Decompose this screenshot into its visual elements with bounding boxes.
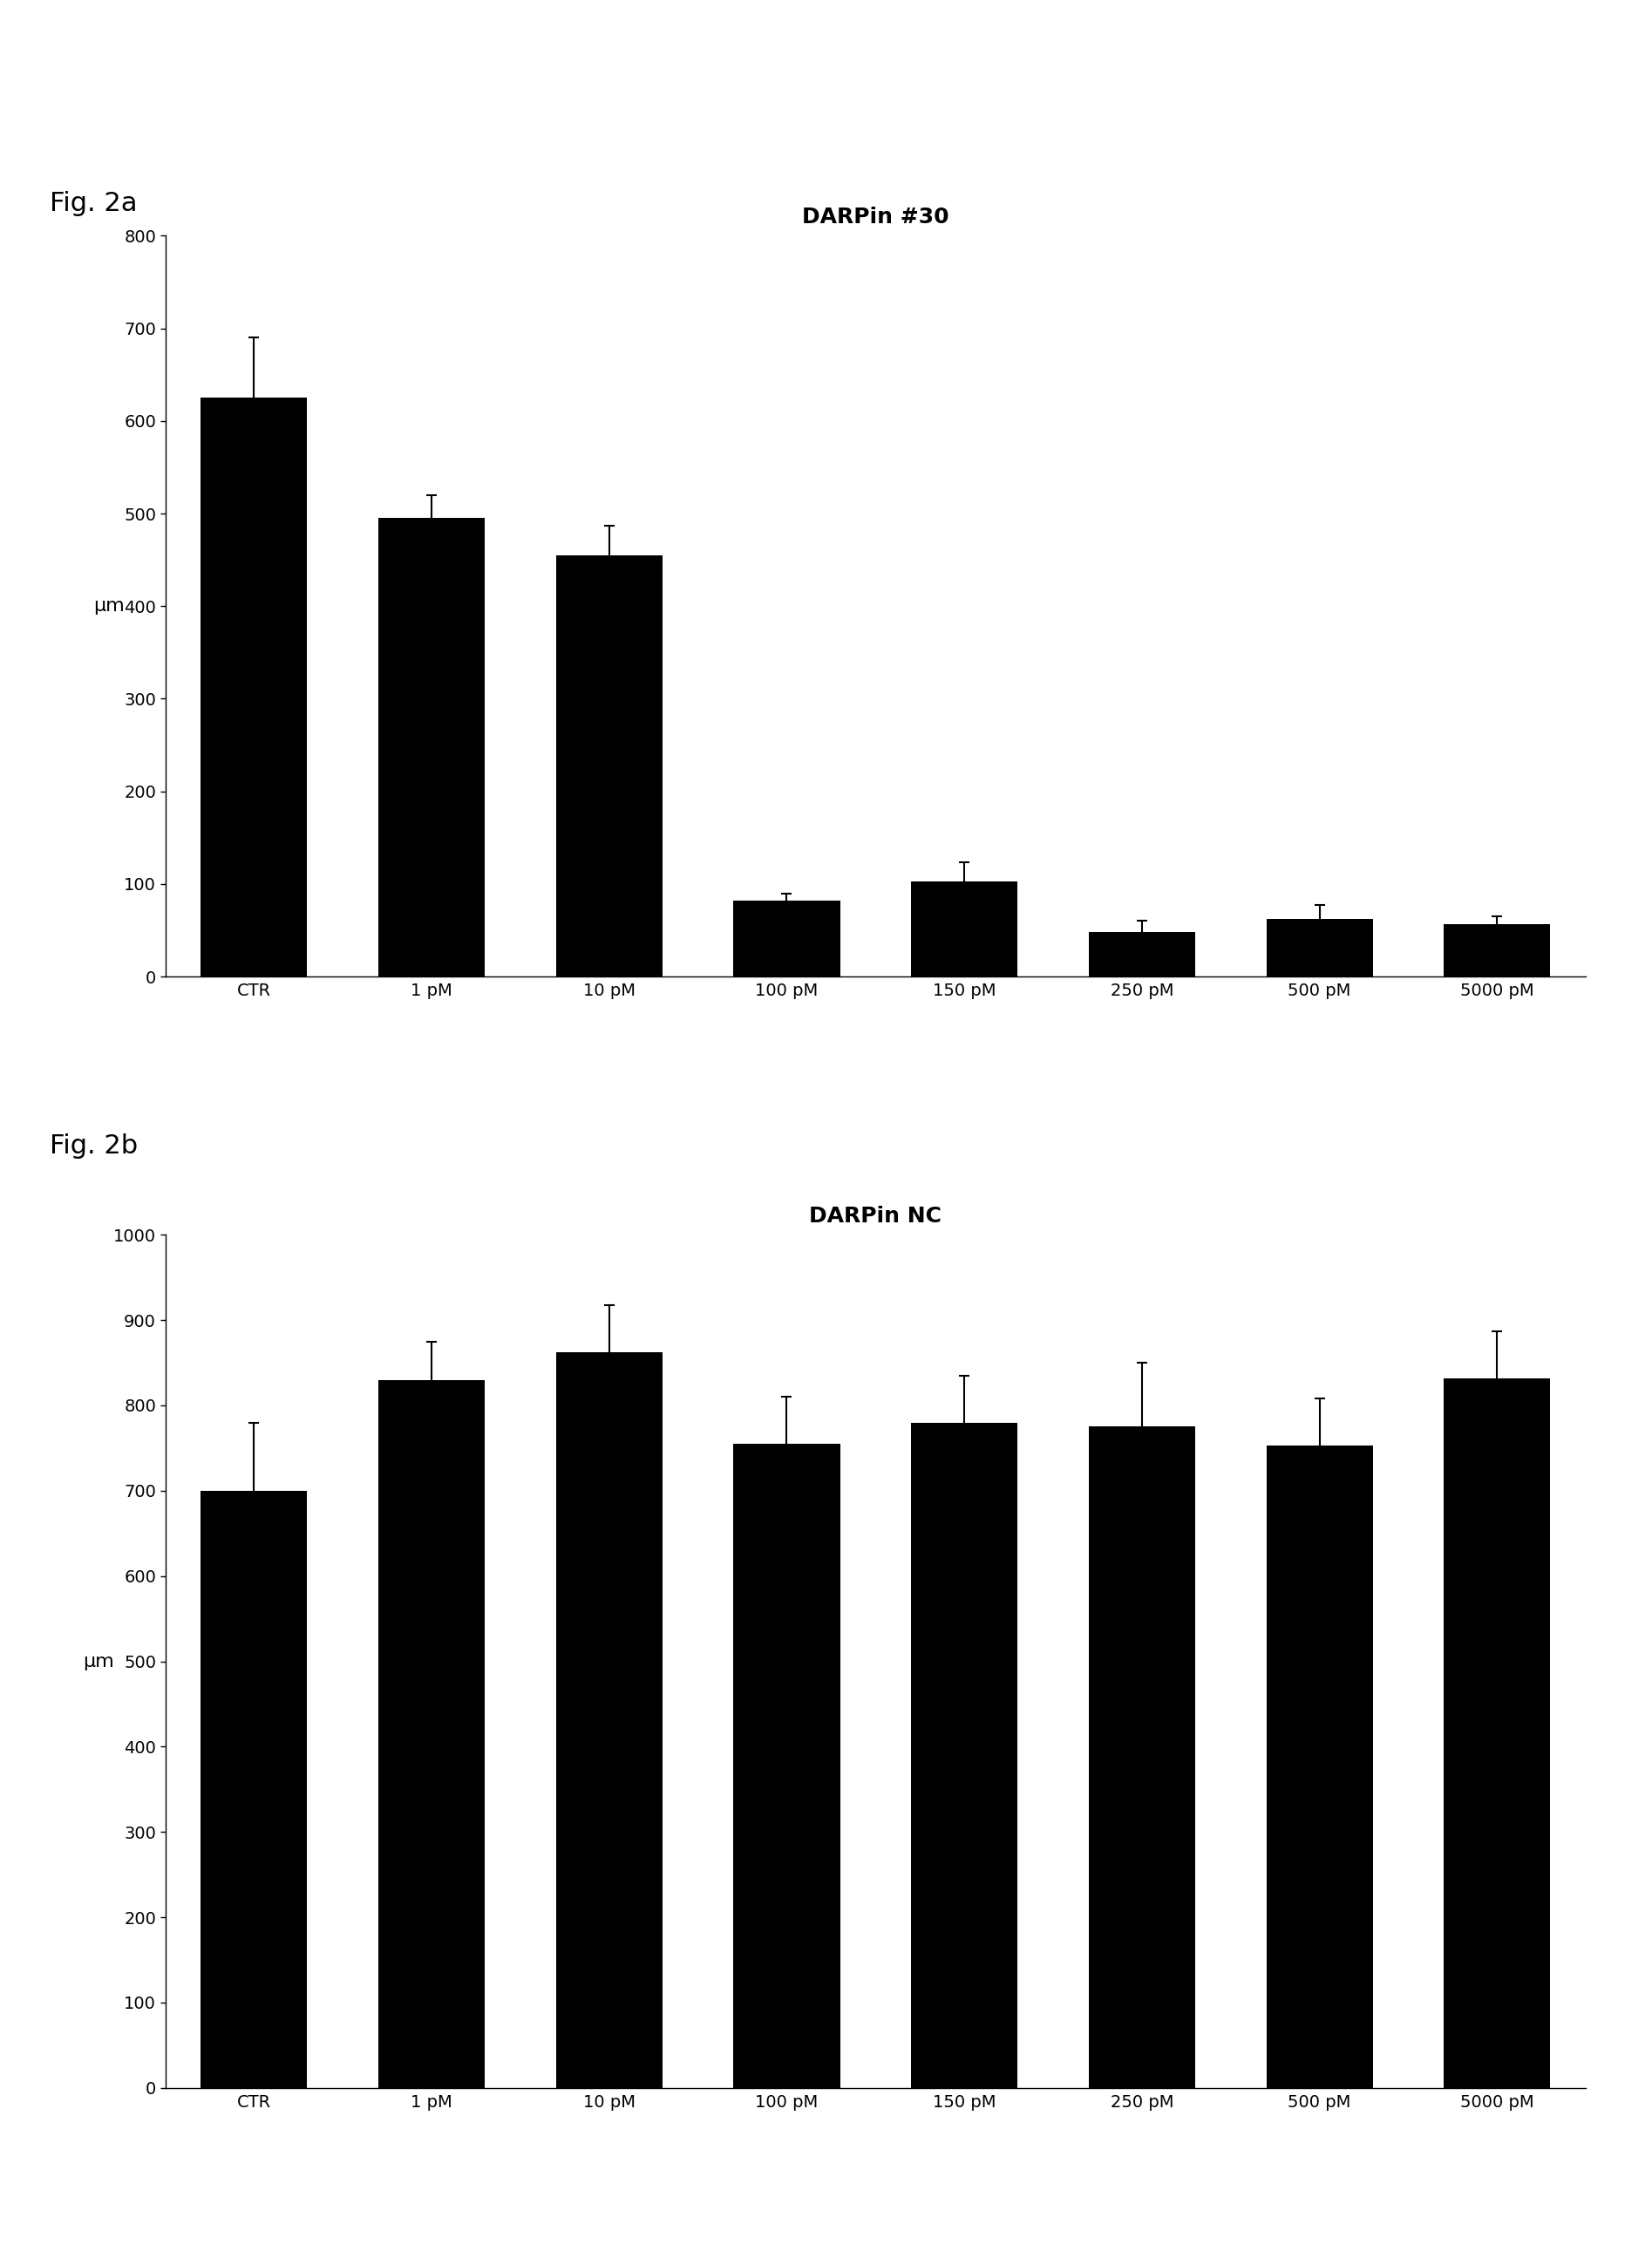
- Bar: [1444, 1378, 1550, 2088]
- Bar: [202, 1491, 307, 2088]
- Bar: [1444, 923, 1550, 977]
- Bar: [912, 882, 1018, 977]
- Title: DARPin NC: DARPin NC: [809, 1206, 942, 1228]
- Bar: [912, 1423, 1018, 2088]
- Y-axis label: μm: μm: [83, 1652, 114, 1670]
- Bar: [378, 1381, 486, 2088]
- Y-axis label: μm: μm: [94, 597, 126, 615]
- Bar: [1089, 932, 1196, 977]
- Bar: [1267, 918, 1373, 977]
- Bar: [1089, 1428, 1196, 2088]
- Bar: [1267, 1446, 1373, 2088]
- Bar: [733, 900, 841, 977]
- Text: Fig. 2b: Fig. 2b: [50, 1134, 137, 1158]
- Bar: [733, 1444, 841, 2088]
- Bar: [378, 519, 486, 977]
- Bar: [555, 1351, 662, 2088]
- Bar: [202, 397, 307, 977]
- Bar: [555, 555, 662, 977]
- Title: DARPin #30: DARPin #30: [803, 207, 948, 229]
- Text: Fig. 2a: Fig. 2a: [50, 191, 137, 216]
